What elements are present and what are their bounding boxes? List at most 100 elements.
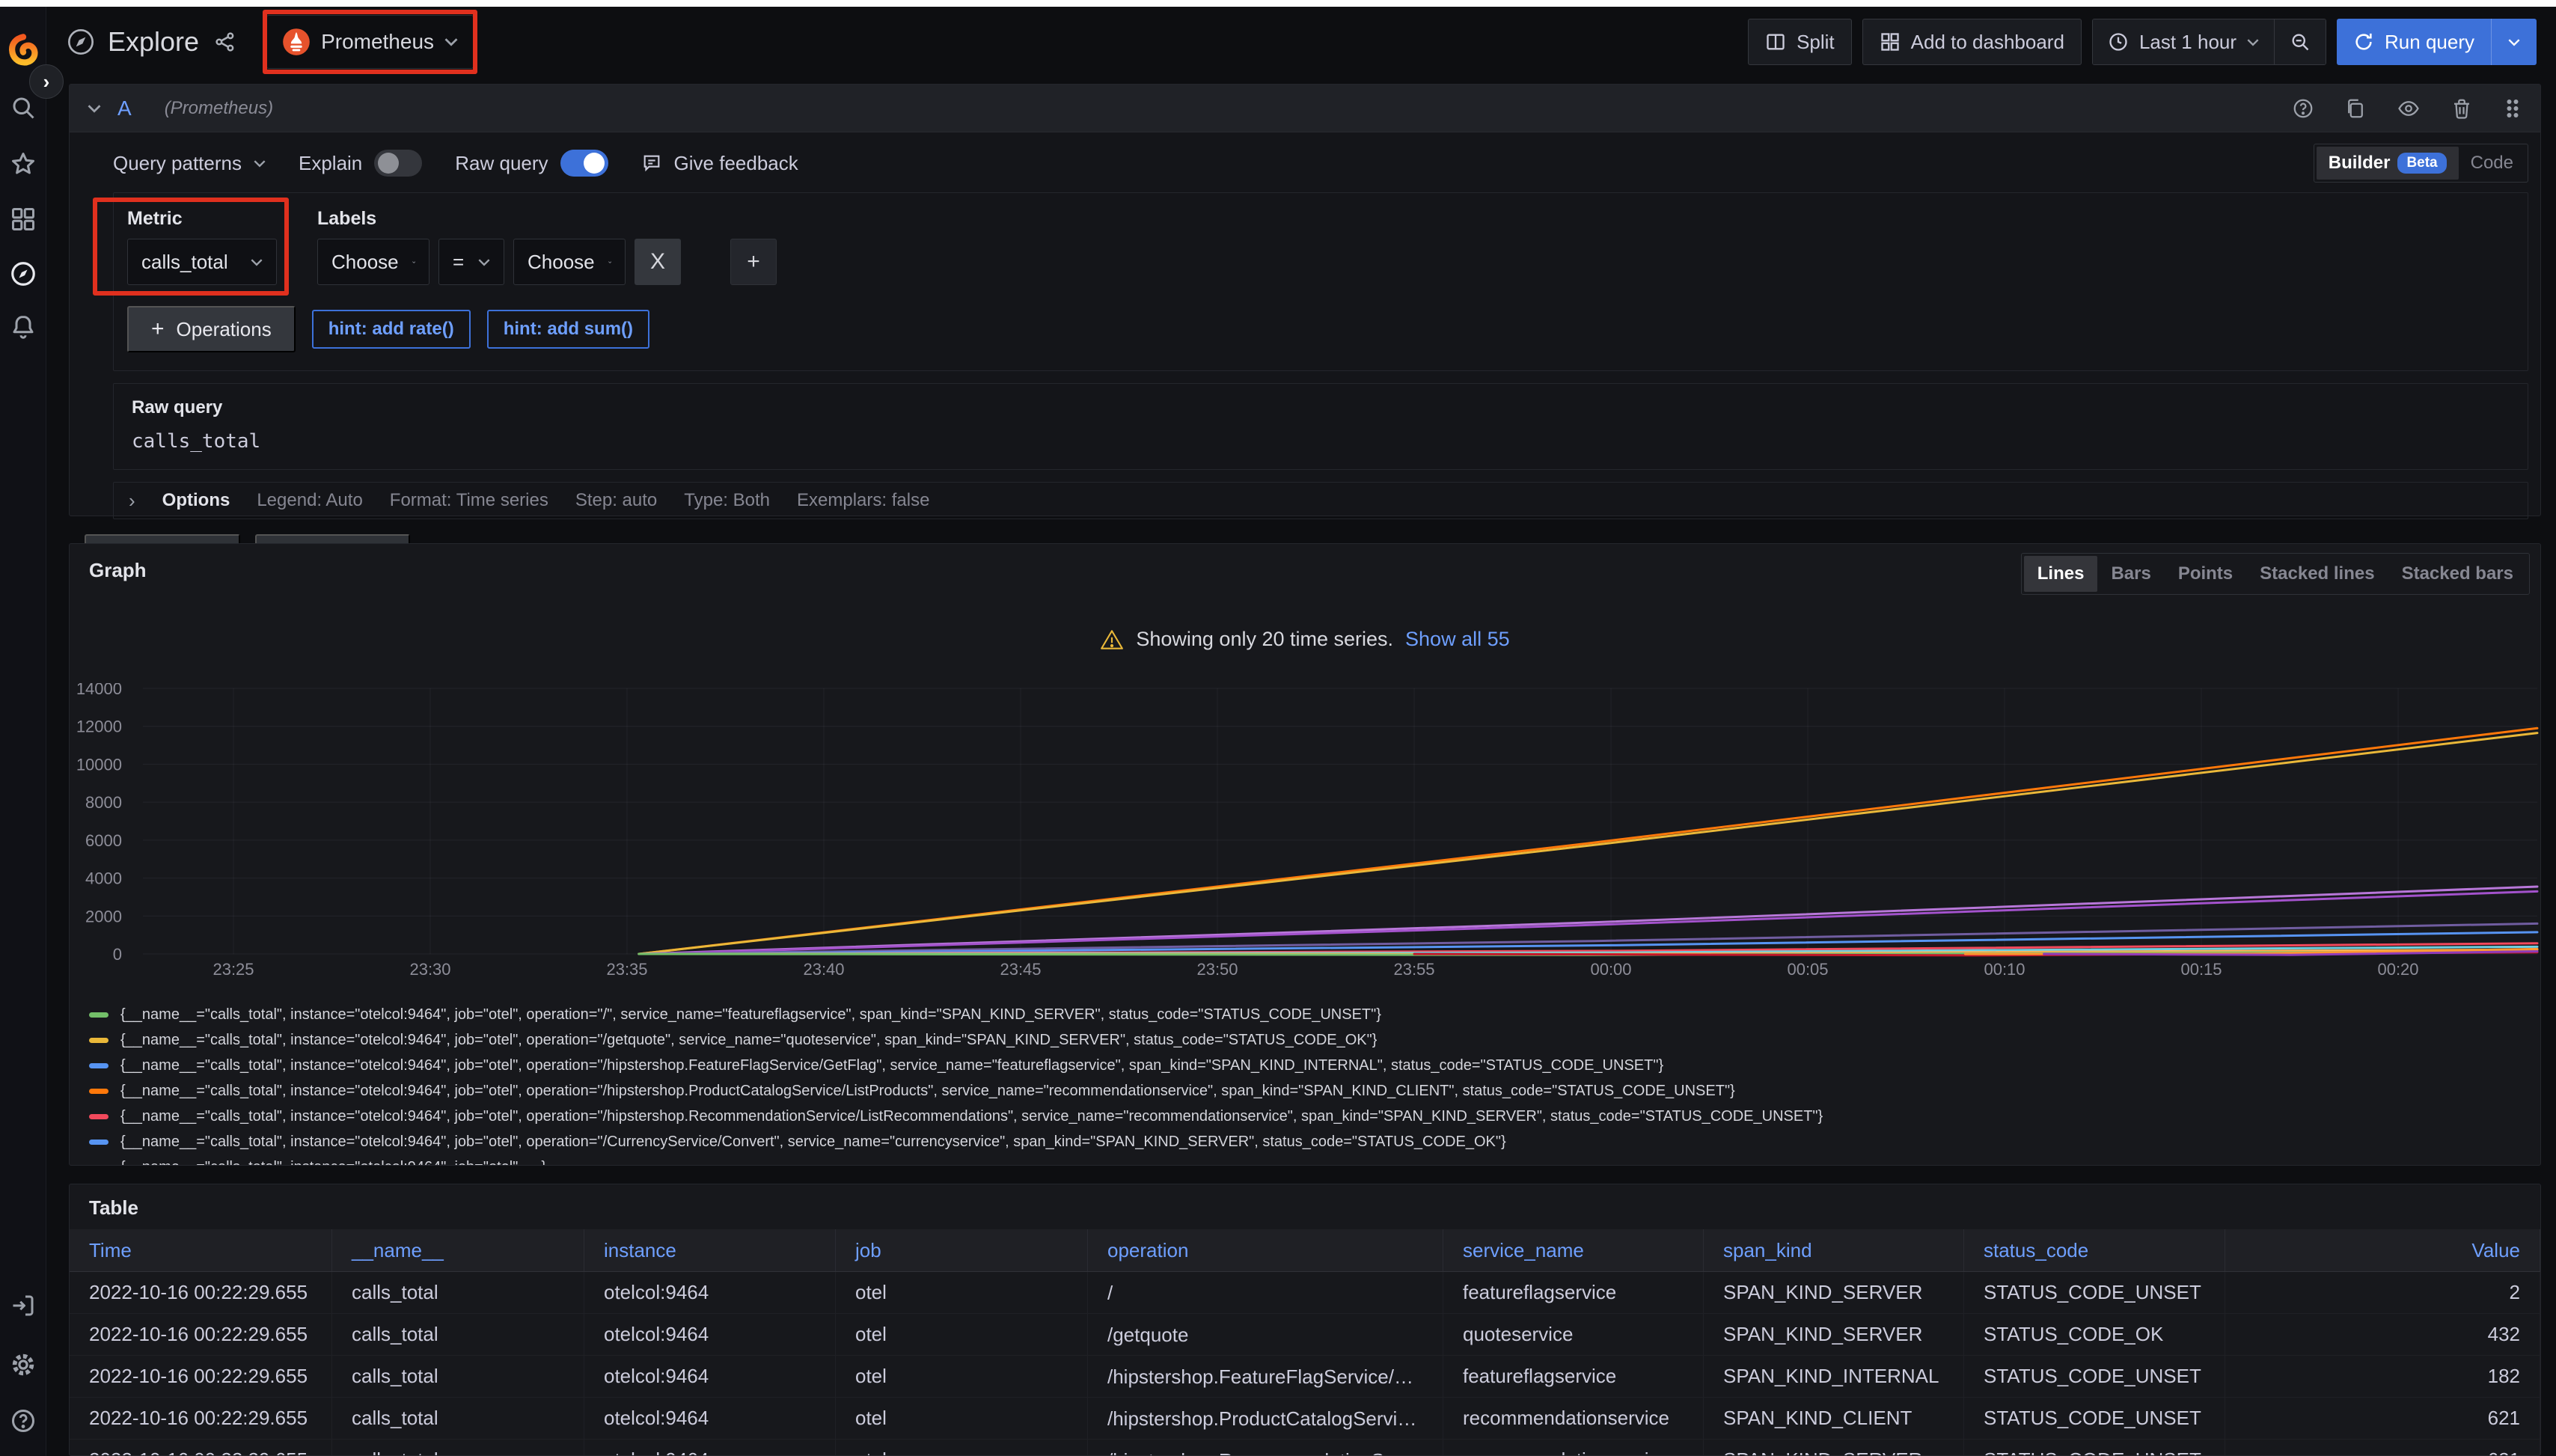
raw-query-toggle[interactable] [560, 150, 608, 177]
legend-color-swatch[interactable] [89, 1012, 108, 1018]
settings-gear-icon[interactable] [9, 1351, 37, 1379]
options-label: Options [162, 490, 230, 511]
chevron-down-icon [254, 159, 266, 168]
legend-item[interactable]: {__name__="calls_total", instance="otelc… [89, 1154, 2521, 1166]
help-circle-icon[interactable] [2292, 97, 2314, 120]
run-query-button[interactable]: Run query [2337, 19, 2537, 65]
sign-in-icon[interactable] [10, 1292, 37, 1319]
table-header-Value[interactable]: Value [2225, 1229, 2540, 1271]
search-icon[interactable] [10, 94, 37, 121]
graph-mode-stacked-lines[interactable]: Stacked lines [2246, 556, 2388, 592]
table-header-Time[interactable]: Time [70, 1229, 332, 1271]
graph-panel: Graph LinesBarsPointsStacked linesStacke… [69, 543, 2541, 1166]
label-operator-select[interactable]: = [438, 239, 504, 285]
table-cell: 2022-10-16 00:22:29.655 [70, 1272, 332, 1313]
chevron-right-icon[interactable]: › [129, 489, 135, 513]
legend-color-swatch[interactable] [89, 1038, 108, 1043]
series-line-line-orange-top[interactable] [639, 728, 2537, 954]
table-cell: / [1088, 1272, 1443, 1313]
legend-label: {__name__="calls_total", instance="otelc… [120, 1032, 1377, 1049]
graph-mode-points[interactable]: Points [2165, 556, 2246, 592]
table-cell: SPAN_KIND_SERVER [1704, 1440, 1964, 1456]
table-header-spankind[interactable]: span_kind [1704, 1229, 1964, 1271]
apps-grid-icon [1880, 31, 1901, 52]
help-icon[interactable] [10, 1407, 37, 1434]
operations-button[interactable]: + Operations [127, 306, 296, 352]
results-table: Time__name__instancejoboperationservice_… [70, 1229, 2540, 1456]
legend-item[interactable]: {__name__="calls_total", instance="otelc… [89, 1129, 2521, 1154]
query-options-row[interactable]: › Options Legend: AutoFormat: Time serie… [113, 482, 2528, 519]
datasource-picker[interactable]: Prometheus [266, 15, 474, 69]
zoom-out-icon [2290, 31, 2311, 52]
query-row-header[interactable]: A (Prometheus) [70, 85, 2540, 132]
builder-code-switch: Builder Beta Code [2314, 144, 2528, 183]
add-label-button[interactable]: + [730, 239, 777, 285]
dashboards-icon[interactable] [10, 206, 37, 233]
time-range-picker[interactable]: Last 1 hour [2093, 19, 2274, 64]
show-all-series-link[interactable]: Show all 55 [1405, 628, 1510, 651]
table-header-statuscode[interactable]: status_code [1964, 1229, 2225, 1271]
table-cell: calls_total [332, 1314, 584, 1355]
legend-item[interactable]: {__name__="calls_total", instance="otelc… [89, 1027, 2521, 1053]
table-cell: STATUS_CODE_UNSET [1964, 1440, 2225, 1456]
query-hint-button[interactable]: hint: add rate() [312, 310, 471, 349]
table-header-servicename[interactable]: service_name [1443, 1229, 1704, 1271]
table-cell: STATUS_CODE_UNSET [1964, 1272, 2225, 1313]
label-key-select[interactable]: Choose [317, 239, 429, 285]
table-cell: /hipstershop.FeatureFlagService/GetFlag [1088, 1356, 1443, 1397]
explore-compass-icon[interactable] [9, 260, 37, 288]
split-button[interactable]: Split [1748, 19, 1852, 65]
time-series-chart[interactable]: 0200040006000800010000120001400023:2523:… [70, 683, 2541, 984]
chevron-down-icon [444, 37, 458, 46]
label-value-select[interactable]: Choose [513, 239, 626, 285]
table-header-job[interactable]: job [836, 1229, 1088, 1271]
graph-mode-stacked-bars[interactable]: Stacked bars [2388, 556, 2527, 592]
legend-color-swatch[interactable] [89, 1140, 108, 1145]
table-cell: STATUS_CODE_OK [1964, 1314, 2225, 1355]
legend-item[interactable]: {__name__="calls_total", instance="otelc… [89, 1053, 2521, 1078]
remove-label-button[interactable]: X [635, 239, 681, 285]
table-cell: 2 [2225, 1272, 2540, 1313]
labels-field: Labels Choose = Choose [317, 208, 777, 285]
alerting-bell-icon[interactable] [10, 313, 37, 340]
give-feedback-link[interactable]: Give feedback [641, 152, 798, 175]
legend-color-swatch[interactable] [89, 1165, 108, 1166]
legend-color-swatch[interactable] [89, 1063, 108, 1068]
grafana-logo[interactable] [7, 34, 40, 67]
legend-color-swatch[interactable] [89, 1114, 108, 1119]
zoom-out-time-button[interactable] [2275, 19, 2326, 64]
table-header-name[interactable]: __name__ [332, 1229, 584, 1271]
graph-mode-bars[interactable]: Bars [2097, 556, 2164, 592]
table-cell: /hipstershop.RecommendationService/ListR… [1088, 1440, 1443, 1456]
collapse-chevron-icon[interactable] [88, 104, 101, 113]
table-header-instance[interactable]: instance [584, 1229, 836, 1271]
labels-label: Labels [317, 208, 777, 230]
sidebar-expand-button[interactable]: › [29, 64, 64, 99]
code-mode-option[interactable]: Code [2459, 147, 2525, 180]
legend-item[interactable]: {__name__="calls_total", instance="otelc… [89, 1002, 2521, 1027]
table-cell: quoteservice [1443, 1314, 1704, 1355]
query-hint-button[interactable]: hint: add sum() [487, 310, 649, 349]
y-axis-tick-label: 10000 [76, 755, 122, 774]
chevron-down-icon [2247, 38, 2259, 46]
table-header-row: Time__name__instancejoboperationservice_… [70, 1229, 2540, 1272]
legend-color-swatch[interactable] [89, 1089, 108, 1094]
legend-item[interactable]: {__name__="calls_total", instance="otelc… [89, 1078, 2521, 1104]
graph-mode-lines[interactable]: Lines [2024, 556, 2098, 592]
drag-handle-icon[interactable] [2503, 97, 2522, 120]
disable-query-eye-icon[interactable] [2397, 97, 2421, 120]
table-header-operation[interactable]: operation [1088, 1229, 1443, 1271]
metric-select[interactable]: calls_total [127, 239, 277, 285]
query-patterns-dropdown[interactable]: Query patterns [113, 152, 266, 175]
run-query-dropdown[interactable] [2492, 19, 2537, 65]
delete-query-trash-icon[interactable] [2450, 97, 2473, 120]
star-icon[interactable] [10, 150, 37, 177]
legend-label: {__name__="calls_total", instance="otelc… [120, 1083, 1735, 1100]
builder-mode-option[interactable]: Builder Beta [2317, 147, 2459, 180]
add-to-dashboard-button[interactable]: Add to dashboard [1862, 19, 2082, 65]
share-icon[interactable] [214, 31, 236, 53]
duplicate-query-icon[interactable] [2344, 97, 2367, 120]
table-cell: otel [836, 1272, 1088, 1313]
legend-item[interactable]: {__name__="calls_total", instance="otelc… [89, 1104, 2521, 1129]
explain-toggle[interactable] [374, 150, 422, 177]
